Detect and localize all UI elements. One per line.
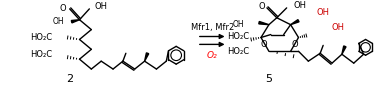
Text: O₂: O₂ [207, 51, 218, 60]
Text: 5: 5 [265, 74, 273, 84]
Text: OH: OH [232, 20, 244, 29]
Text: HO₂C: HO₂C [30, 33, 52, 42]
Text: OH: OH [94, 2, 107, 11]
Text: Mfr1, Mfr2: Mfr1, Mfr2 [191, 23, 234, 32]
Polygon shape [291, 20, 299, 25]
Text: O: O [259, 2, 265, 11]
Polygon shape [71, 20, 79, 23]
Text: HO₂C: HO₂C [30, 50, 52, 59]
Text: HO₂C: HO₂C [228, 47, 249, 56]
Text: 2: 2 [66, 74, 73, 84]
Polygon shape [259, 22, 269, 25]
Text: O: O [261, 40, 267, 49]
Text: O: O [291, 40, 298, 49]
Polygon shape [342, 46, 346, 54]
Text: HO₂C: HO₂C [228, 32, 249, 41]
Polygon shape [145, 53, 149, 61]
Text: O: O [59, 4, 66, 13]
Text: OH: OH [316, 8, 329, 17]
Text: OH: OH [331, 23, 344, 32]
Text: OH: OH [53, 17, 65, 26]
Text: OH: OH [294, 1, 307, 10]
